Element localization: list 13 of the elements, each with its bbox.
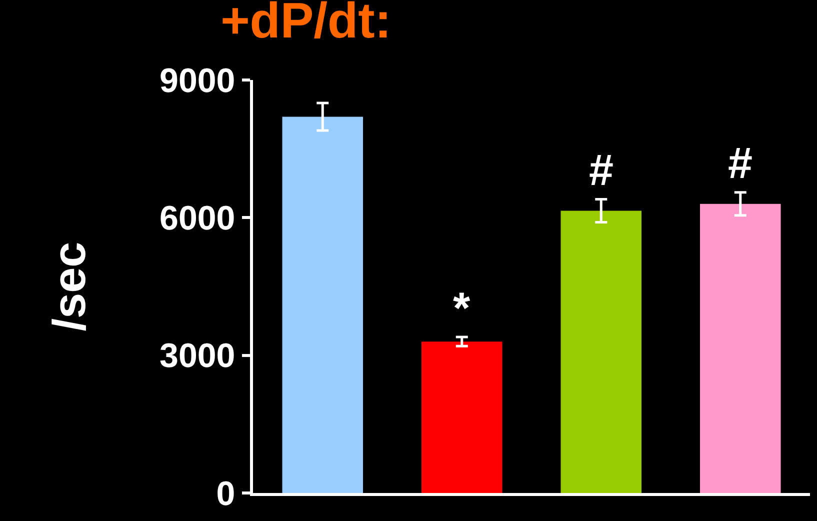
y-tick-label: 3000 bbox=[160, 337, 236, 376]
y-axis-title: /sec bbox=[42, 242, 95, 332]
bar bbox=[282, 116, 364, 493]
chart-title: +dP/dt: bbox=[220, 0, 392, 49]
bar bbox=[700, 204, 781, 493]
y-tick-label: 0 bbox=[216, 474, 236, 513]
y-tick-label: 6000 bbox=[160, 200, 236, 238]
data-label: # bbox=[728, 139, 752, 188]
bar bbox=[421, 342, 502, 493]
data-label: # bbox=[589, 146, 614, 195]
bar bbox=[560, 210, 642, 493]
y-tick-label: 9000 bbox=[160, 62, 236, 100]
data-label: * bbox=[453, 284, 471, 333]
